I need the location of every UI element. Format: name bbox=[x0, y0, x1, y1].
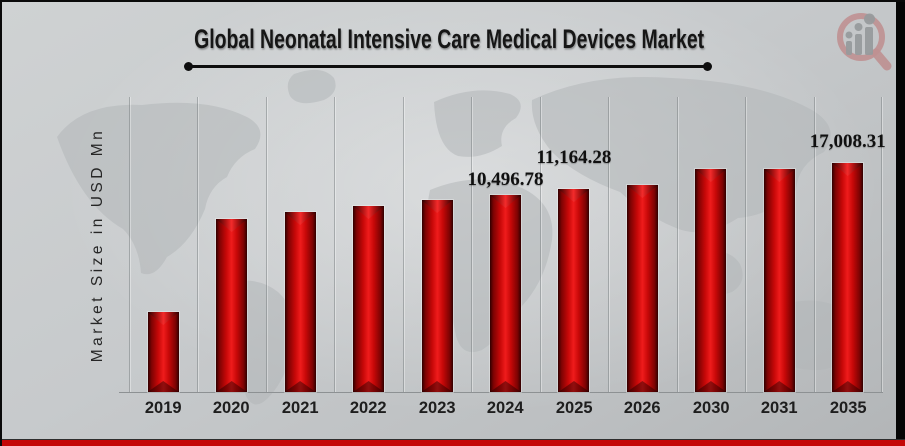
vertical-gridline bbox=[881, 97, 882, 392]
y-axis-title: Market Size in USD Mn bbox=[89, 127, 106, 362]
bar-2035 bbox=[832, 163, 864, 392]
plot-area: 10,496.78 11,164.28 17,008.31 bbox=[119, 97, 886, 393]
vertical-gridline bbox=[676, 97, 678, 392]
right-black-border bbox=[896, 2, 905, 439]
vertical-gridline bbox=[745, 97, 747, 392]
x-tick-label-2021: 2021 bbox=[281, 398, 319, 417]
x-axis-tick-labels: 2019 2020 2021 2022 2023 2024 2025 2026 2030 2031… bbox=[129, 398, 882, 418]
vertical-gridline bbox=[334, 97, 336, 392]
data-label-2035: 17,008.31 bbox=[809, 131, 886, 152]
bar-2030 bbox=[695, 169, 727, 392]
bar-2025 bbox=[558, 189, 590, 392]
magnifier-bar-chart-logo-icon bbox=[837, 13, 892, 71]
x-tick-label-2022: 2022 bbox=[350, 398, 387, 417]
vertical-gridline bbox=[265, 97, 267, 392]
vertical-gridline bbox=[471, 97, 473, 392]
vertical-gridline bbox=[197, 97, 199, 392]
bar-2026 bbox=[626, 185, 658, 392]
data-label-2024: 10,496.78 bbox=[467, 169, 544, 190]
title-underline-rule bbox=[184, 62, 712, 71]
x-tick-label-2023: 2023 bbox=[418, 398, 456, 417]
bar-2023 bbox=[421, 200, 453, 392]
vertical-gridline bbox=[129, 97, 130, 392]
bottom-divider-line bbox=[2, 439, 905, 440]
chart-title: Global Neonatal Intensive Care Medical D… bbox=[194, 24, 704, 54]
vertical-gridline bbox=[402, 97, 404, 392]
bar-2021 bbox=[284, 212, 316, 392]
data-label-2025: 11,164.28 bbox=[536, 147, 612, 168]
bottom-red-band bbox=[2, 440, 905, 446]
bar-2020 bbox=[216, 219, 248, 392]
vertical-gridline bbox=[813, 97, 815, 392]
x-tick-label-2031: 2031 bbox=[760, 398, 798, 417]
x-tick-label-2020: 2020 bbox=[213, 398, 251, 417]
vertical-gridline bbox=[608, 97, 610, 392]
y-axis-title-box: Market Size in USD Mn bbox=[86, 97, 110, 392]
x-tick-label-2035: 2035 bbox=[829, 398, 867, 417]
vertical-gridline bbox=[539, 97, 541, 392]
x-tick-label-2024: 2024 bbox=[487, 398, 524, 417]
bar-2031 bbox=[763, 169, 795, 392]
bar-2022 bbox=[353, 206, 385, 392]
x-tick-label-2030: 2030 bbox=[692, 398, 730, 417]
x-tick-label-2026: 2026 bbox=[624, 398, 661, 417]
bar-2024 bbox=[490, 195, 521, 392]
x-tick-label-2019: 2019 bbox=[144, 398, 182, 417]
x-axis-line bbox=[119, 391, 883, 393]
chart-header: Global Neonatal Intensive Care Medical D… bbox=[2, 24, 896, 55]
bar-2019 bbox=[147, 312, 179, 392]
x-tick-label-2025: 2025 bbox=[555, 398, 593, 417]
